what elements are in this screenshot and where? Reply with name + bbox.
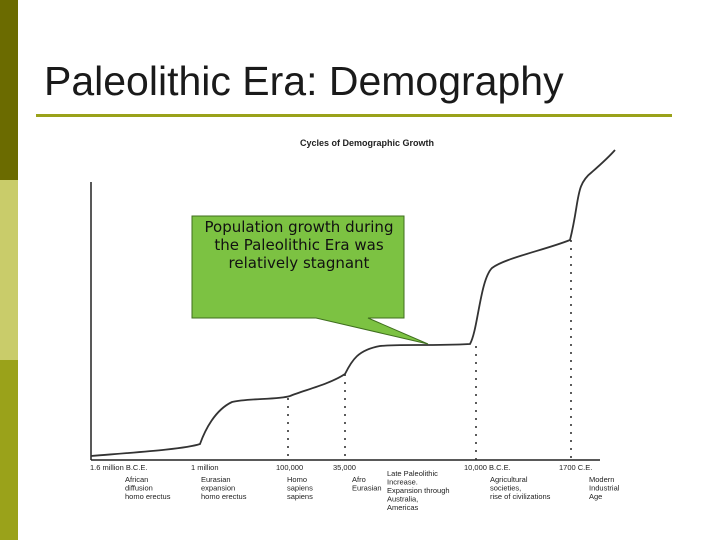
accent-band-middle [0,180,18,360]
growth-curve [90,149,616,457]
slide-title: Paleolithic Era: Demography [44,58,564,104]
marker-caption-line: Agricultural [490,475,528,484]
marker-caption-line: Afro [352,475,366,484]
marker-caption-line: Late Paleolithic [387,469,438,478]
callout-bubble [191,215,429,345]
callout-text: Population growth during the Paleolithic… [204,218,394,272]
marker-caption-line: Industrial [589,484,620,493]
marker-date-label: 1 million [191,463,219,472]
marker-caption-line: homo erectus [125,492,171,501]
marker-date-label: 1.6 million B.C.E. [90,463,148,472]
marker-date-label: 35,000 [333,463,356,472]
marker-caption-line: Expansion through [387,486,450,495]
marker-caption-line: rise of civilizations [490,492,551,501]
accent-band-bottom [0,360,18,540]
marker-caption-line: Americas [387,503,419,512]
marker-date-label: 100,000 [276,463,303,472]
marker-caption-line: Australia, [387,495,418,504]
marker-caption-line: expansion [201,484,235,493]
marker-caption-line: Age [589,492,602,501]
marker-caption-line: Eurasian [201,475,231,484]
marker-caption-line: Increase. [387,478,418,487]
marker-caption-line: societies, [490,484,521,493]
marker-caption-line: Modern [589,475,614,484]
chart-title: Cycles of Demographic Growth [300,138,434,148]
marker-caption-line: Eurasian [352,484,382,493]
title-underline [36,114,672,117]
marker-caption-line: sapiens [287,484,313,493]
marker-date-label: 1700 C.E. [559,463,592,472]
marker-caption-line: Homo [287,475,307,484]
marker-caption-line: diffusion [125,484,153,493]
accent-band-top [0,0,18,180]
marker-guides [287,240,572,460]
marker-date-label: 10,000 B.C.E. [464,463,511,472]
marker-caption-line: African [125,475,148,484]
marker-caption-line: homo erectus [201,492,247,501]
marker-caption-line: sapiens [287,492,313,501]
